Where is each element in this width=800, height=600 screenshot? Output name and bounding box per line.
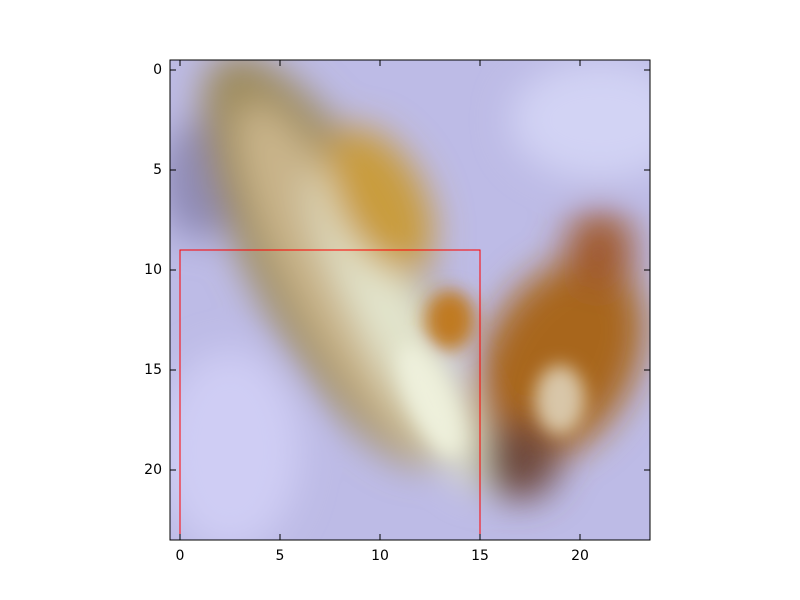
x-tick-label: 0 [176,548,185,564]
y-tick-label: 20 [144,462,162,478]
x-tick-label: 5 [276,548,285,564]
box-annotation [179,249,481,540]
image [170,60,650,540]
y-tick-label: 5 [153,162,162,178]
y-tick-label: 10 [144,262,162,278]
x-tick-label: 10 [371,548,389,564]
x-tick-label: 15 [471,548,489,564]
x-tick-label: 20 [571,548,589,564]
y-tick-label: 15 [144,362,162,378]
axes-frame [169,59,651,541]
y-tick-label: 0 [153,62,162,78]
